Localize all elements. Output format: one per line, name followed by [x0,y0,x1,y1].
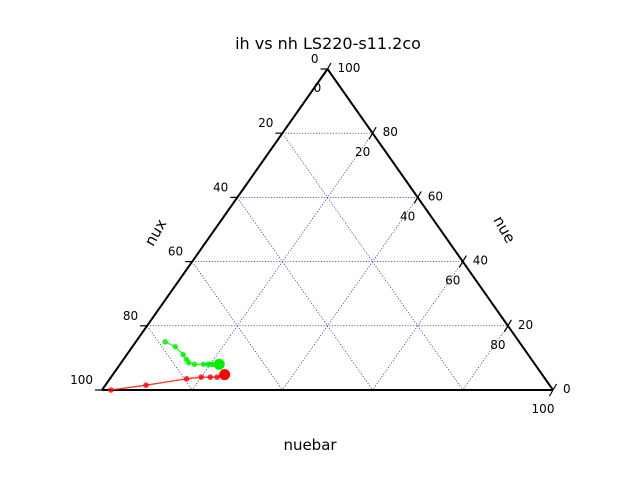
right-tick-label: 20 [518,318,533,332]
grid-line-nux [237,197,373,391]
data-point [180,351,186,358]
left-tick-label: 0 [311,52,319,66]
left-tick-label: 40 [213,180,228,194]
data-point [207,374,214,380]
right-tick [372,126,377,134]
left-tick-label: 20 [258,116,273,130]
right-tick [326,62,332,70]
right-tick [507,319,512,327]
bottom-tick [323,68,329,76]
right-axis-label: nue [489,213,519,246]
triangle-frame [101,68,554,391]
bottom-tick-label: 100 [532,402,555,416]
bottom-tick [503,325,509,333]
data-point [198,374,205,380]
right-tick-label: 100 [338,61,361,75]
grid-line-nuebar [372,261,464,391]
right-edge [326,68,554,391]
chart-title: ih vs nh LS220-s11.2co [235,34,421,53]
data-point [219,369,231,381]
data-point [207,361,214,368]
data-point [108,387,114,393]
left-axis-label: nux [141,216,171,249]
bottom-tick [368,132,374,140]
bottom-tick-label: 60 [445,274,460,288]
right-tick-label: 80 [383,125,398,139]
bottom-tick-label: 80 [490,338,505,352]
bottom-tick [548,389,554,397]
tick-marks: 0 0 0 20 20 20 40 40 40 60 60 60 80 80 80 100 100 100 [70,52,571,416]
data-point [143,382,149,388]
data-point [183,375,190,382]
left-tick-label: 60 [168,245,183,259]
left-tick-label: 80 [123,309,138,323]
data-point [214,374,220,380]
bottom-axis-label: nuebar [283,436,337,454]
grid-line-nuebar [462,325,509,391]
right-tick-label: 40 [473,254,488,268]
data-point [200,361,207,368]
data-point [191,361,198,368]
right-tick [462,255,467,262]
bottom-tick [458,261,464,268]
bottom-tick [413,197,419,204]
bottom-tick-label: 40 [400,209,415,223]
grid-lines [146,132,509,391]
left-edge [101,68,329,391]
data-point [213,358,225,370]
grid-line-nux [191,261,283,391]
data-point [162,339,168,345]
bottom-tick-label: 0 [314,81,322,95]
data-point [186,359,192,366]
grid-line-nuebar [282,197,418,391]
data-point [172,343,179,350]
right-tick [417,191,422,198]
data-series [108,339,231,393]
right-tick-label: 60 [428,189,443,203]
bottom-tick-label: 20 [355,145,370,159]
left-tick-label: 100 [70,373,93,387]
right-tick-label: 0 [563,382,571,396]
right-tick [552,383,558,391]
